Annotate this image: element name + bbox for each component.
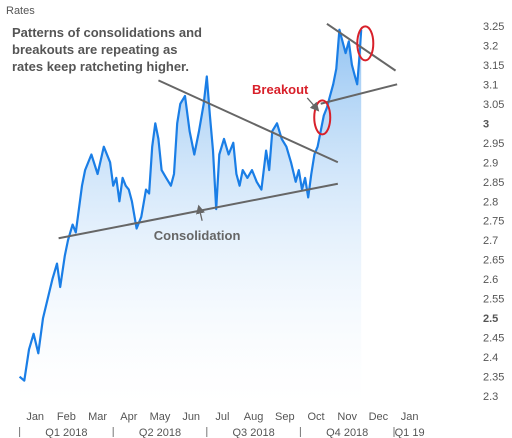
y-tick-label: 2.75 [483, 216, 504, 228]
y-tick-label: 2.45 [483, 333, 504, 345]
rates-area-fill [19, 29, 362, 404]
y-tick-label: 3.2 [483, 40, 498, 52]
x-tick-label: Sep [275, 411, 295, 423]
y-tick-label: 2.55 [483, 294, 504, 306]
x-tick-label: Dec [369, 411, 389, 423]
pointer-arrow-1 [306, 97, 320, 112]
x-axis-month-labels: Jan Feb Mar Apr May Jun Jul Aug Sep Oct Nov Dec Jan [26, 411, 418, 423]
y-tick-label: 3.15 [483, 60, 504, 72]
y-tick-label: 2.65 [483, 255, 504, 267]
x-tick-label: Apr [120, 411, 137, 423]
trend-overlays: Breakout Consolidation [58, 23, 398, 243]
x-tick-label: Jul [215, 411, 229, 423]
trend-line-2 [158, 79, 339, 164]
y-tick-label: 2.85 [483, 177, 504, 189]
y-tick-label: 3 [483, 118, 489, 130]
x-tick-label: Jan [26, 411, 44, 423]
overlay-label-2: Consolidation [154, 228, 241, 243]
pointer-arrow-2 [196, 204, 205, 221]
x-tick-label: Jan [401, 411, 419, 423]
x-tick-label: Oct [307, 411, 324, 423]
x-axis-quarter-labels: Q1 2018 Q2 2018 Q3 2018 Q4 2018 Q1 19 [19, 427, 425, 438]
y-tick-label: 2.6 [483, 274, 498, 286]
x-tick-label: May [150, 411, 171, 423]
chart-annotation-text: Patterns of consolidations and breakouts… [12, 25, 202, 74]
quarter-label: Q3 2018 [232, 427, 274, 438]
trend-line-3 [320, 83, 398, 105]
quarter-label: Q4 2018 [326, 427, 368, 438]
breakout-circle-1 [313, 99, 332, 136]
x-tick-label: Mar [88, 411, 107, 423]
y-tick-label: 2.7 [483, 235, 498, 247]
y-tick-label: 2.95 [483, 138, 504, 150]
y-tick-label: 2.8 [483, 196, 498, 208]
trend-line-4 [326, 23, 397, 72]
overlay-label-1: Breakout [252, 82, 309, 97]
x-tick-label: Aug [244, 411, 264, 423]
y-axis-title: Rates [6, 5, 35, 17]
y-tick-label: 2.9 [483, 157, 498, 169]
quarter-label: Q1 19 [395, 427, 425, 438]
y-tick-label: 2.4 [483, 352, 498, 364]
y-axis-tick-labels: 2.3 2.35 2.4 2.45 2.5 2.55 2.6 2.65 2.7 2.75 2.8 2.… [483, 21, 504, 403]
y-tick-label: 3.1 [483, 79, 498, 91]
quarter-label: Q1 2018 [45, 427, 87, 438]
x-tick-label: Jun [182, 411, 200, 423]
y-tick-label: 3.05 [483, 99, 504, 111]
y-tick-label: 3.25 [483, 21, 504, 33]
quarter-label: Q2 2018 [139, 427, 181, 438]
y-tick-label: 2.3 [483, 391, 498, 403]
y-tick-label: 2.35 [483, 372, 504, 384]
x-tick-label: Feb [57, 411, 76, 423]
x-tick-label: Nov [337, 411, 357, 423]
rates-series-line [18, 28, 363, 382]
y-tick-label: 2.5 [483, 313, 498, 325]
breakout-circle-2 [356, 25, 375, 62]
